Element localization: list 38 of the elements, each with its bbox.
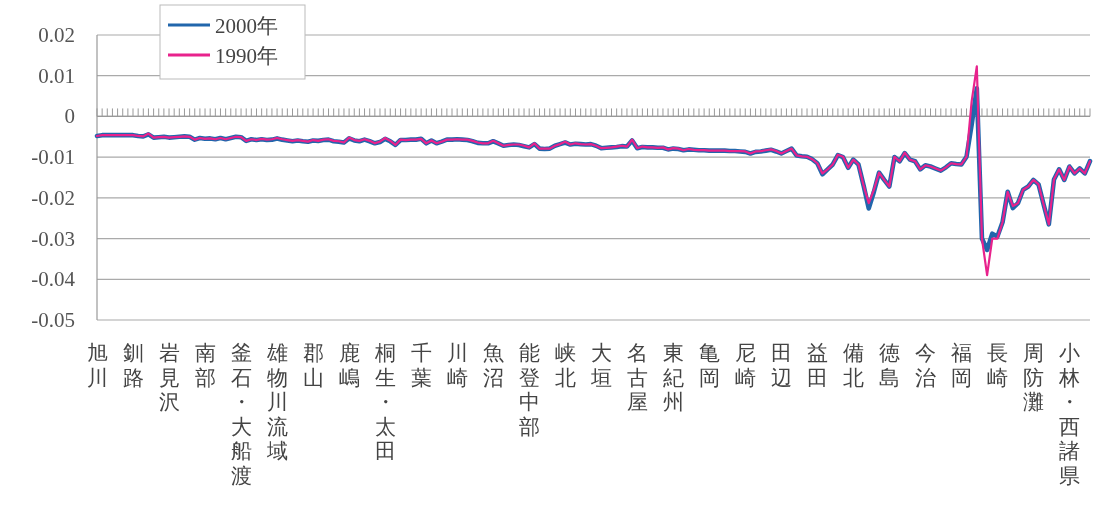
x-tick-label: 益田 — [806, 341, 828, 390]
x-tick-label: 名古屋 — [626, 341, 648, 414]
y-tick-label: -0.01 — [31, 145, 75, 170]
x-tick-label: 釜石・大船渡 — [230, 341, 252, 488]
x-tick-label: 大垣 — [589, 341, 612, 390]
x-tick-label: 岩見沢 — [158, 341, 180, 414]
y-tick-label: 0.01 — [38, 63, 75, 88]
legend-label: 1990年 — [215, 44, 278, 68]
x-tick-label: 福岡 — [950, 341, 972, 390]
x-tick-label: 峡北 — [554, 341, 576, 390]
x-tick-label: 小林・西諸県 — [1057, 341, 1080, 488]
x-tick-label: 東紀州 — [662, 341, 684, 414]
x-tick-label: 桐生・太田 — [373, 341, 396, 463]
x-tick-label: 徳島 — [878, 341, 900, 390]
x-tick-label: 川崎 — [446, 341, 468, 390]
x-tick-label: 今治 — [914, 341, 936, 390]
x-tick-label: 旭川 — [86, 341, 108, 390]
x-tick-label: 魚沼 — [482, 341, 504, 390]
x-tick-label: 尼崎 — [734, 341, 756, 390]
x-tick-label: 鹿嶋 — [338, 341, 360, 390]
x-tick-label: 周防灘 — [1022, 341, 1044, 414]
x-tick-label: 亀岡 — [698, 341, 720, 390]
y-tick-label: 0.02 — [38, 23, 75, 47]
x-tick-label: 雄物川流域 — [265, 341, 288, 463]
x-tick-label: 釧路 — [122, 341, 144, 390]
y-tick-label: -0.04 — [31, 267, 76, 292]
x-tick-label: 郡山 — [302, 341, 324, 390]
x-tick-label: 能登中部 — [518, 341, 540, 439]
x-tick-label: 備北 — [842, 341, 864, 390]
y-tick-label: -0.05 — [31, 308, 75, 332]
y-tick-label: 0 — [64, 104, 75, 129]
x-tick-label: 南部 — [194, 341, 216, 390]
y-tick-label: -0.02 — [31, 185, 75, 210]
x-tick-label: 千葉 — [410, 341, 432, 390]
x-tick-label: 田辺 — [770, 341, 792, 390]
y-tick-label: -0.03 — [31, 226, 75, 251]
legend-label: 2000年 — [215, 14, 278, 38]
x-tick-label: 長崎 — [986, 341, 1008, 390]
